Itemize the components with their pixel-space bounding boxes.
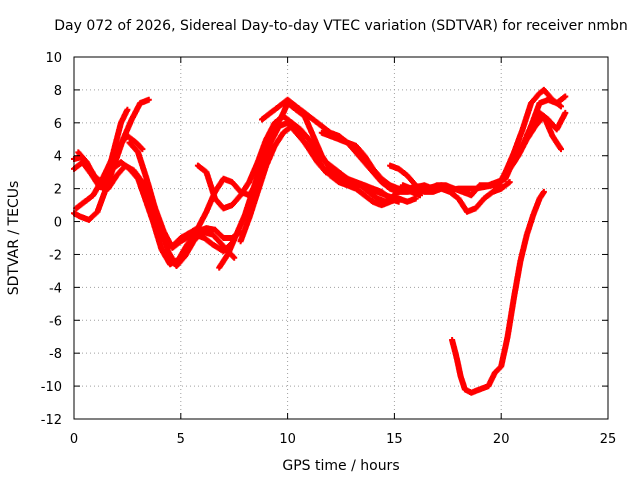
series-arc-10 [237,123,423,245]
x-tick-label: 25 [600,432,617,447]
series-markers [237,123,423,245]
series-markers [506,113,564,172]
plot-frame [73,56,609,420]
series-arc-17 [506,113,564,172]
series-arc-6 [126,139,244,251]
y-tick-label: -12 [41,413,62,428]
x-axis-label: GPS time / hours [282,458,399,474]
y-tick-label: 4 [54,150,62,165]
series-markers [126,139,244,251]
x-tick-label: 0 [70,432,78,447]
y-tick-label: -2 [49,248,62,263]
x-tick-label: 20 [493,432,510,447]
chart-title: Day 072 of 2026, Sidereal Day-to-day VTE… [54,18,628,34]
series-arc-15 [493,86,564,192]
series-arc-18 [449,188,547,396]
y-tick-label: 0 [54,216,62,231]
y-tick-label: -8 [49,347,62,362]
axis-ticks: 0 5 10 15 20 25 -12 -10 -8 -6 -4 -2 0 2 4 6 8 10 [41,51,617,447]
series-markers [493,86,564,192]
series-arc-5 [73,133,146,212]
x-tick-label: 10 [279,432,296,447]
y-tick-label: 8 [54,84,62,99]
x-tick-label: 15 [386,432,403,447]
series-markers [449,188,547,396]
y-tick-label: 2 [54,183,62,198]
series-markers [73,133,146,212]
data-markers [71,86,569,396]
y-tick-label: -6 [49,314,62,329]
y-axis-label: SDTVAR / TECUs [6,181,22,296]
y-tick-label: -10 [41,380,62,395]
y-tick-label: 10 [45,51,62,66]
y-tick-label: -4 [49,281,62,296]
x-tick-label: 5 [177,432,185,447]
y-tick-label: 6 [54,117,62,132]
